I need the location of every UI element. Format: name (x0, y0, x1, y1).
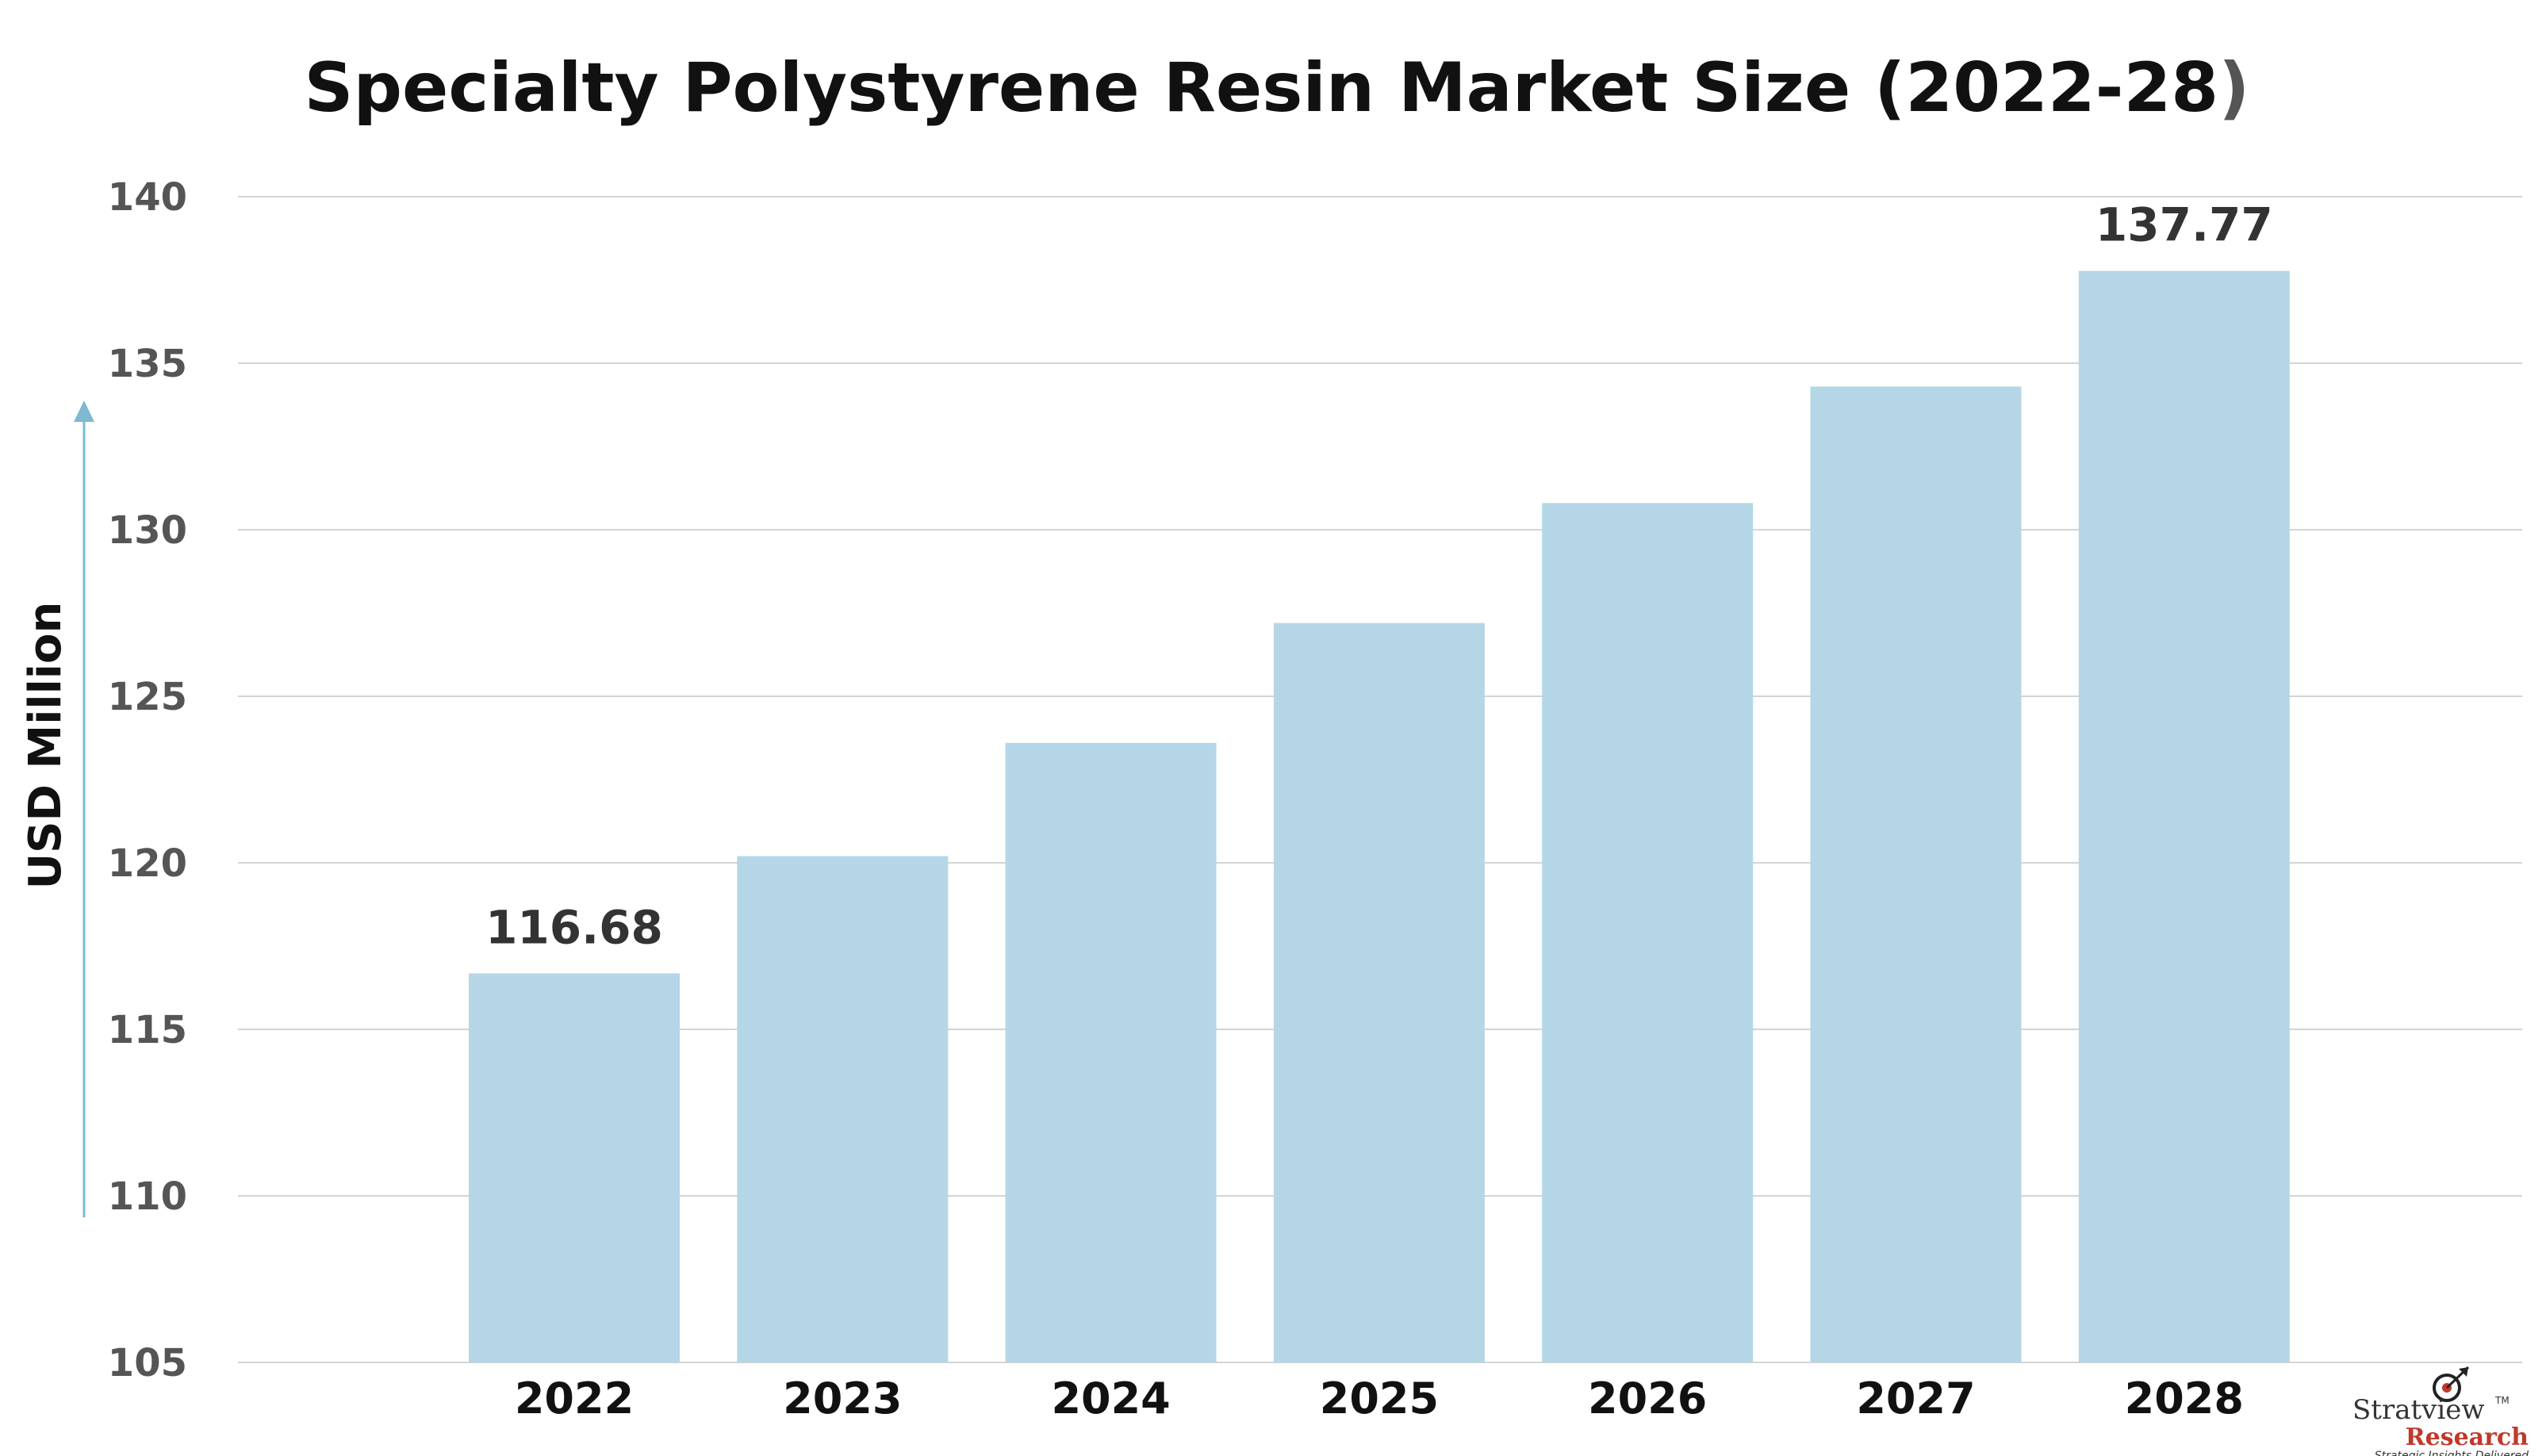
x-tick-label: 2028 (2125, 1374, 2244, 1423)
chart-title-main: Specialty Polystyrene Resin Market Size … (305, 48, 2219, 128)
bar-2028 (2078, 270, 2290, 1362)
logo: Stratview TM Research Strategic Insights… (2352, 1366, 2529, 1456)
bar-2026 (1542, 503, 1754, 1362)
data-label-2028: 137.77 (2095, 198, 2273, 252)
logo-subname: Research (2406, 1423, 2529, 1451)
y-tick-label: 140 (108, 175, 187, 220)
chart-title-close: ) (2218, 48, 2249, 128)
x-tick-label: 2023 (783, 1374, 902, 1423)
x-tick-label: 2022 (515, 1374, 634, 1423)
chart-title: Specialty Polystyrene Resin Market Size … (305, 48, 2250, 128)
y-tick-label: 125 (108, 675, 187, 719)
bar-2027 (1810, 386, 2022, 1362)
logo-name: Stratview (2352, 1394, 2484, 1426)
target-icon (2433, 1366, 2470, 1402)
bar-2025 (1273, 623, 1485, 1362)
bar-2022 (469, 973, 680, 1362)
x-tick-label: 2024 (1051, 1374, 1170, 1423)
y-axis-arrow (74, 400, 94, 1217)
bars (469, 270, 2290, 1362)
y-tick-labels: 105 110 115 120 125 130 135 140 (108, 175, 187, 1385)
bar-2023 (737, 856, 949, 1362)
y-tick-label: 105 (108, 1341, 187, 1385)
y-tick-label: 110 (108, 1174, 187, 1219)
y-tick-label: 115 (108, 1008, 187, 1052)
x-tick-label: 2027 (1856, 1374, 1975, 1423)
logo-tagline: Strategic Insights Delivered (2375, 1450, 2529, 1456)
x-tick-label: 2025 (1320, 1374, 1439, 1423)
y-tick-label: 130 (108, 508, 187, 553)
data-labels: 116.68 137.77 (485, 198, 2273, 955)
logo-trademark: TM (2494, 1395, 2510, 1406)
y-tick-label: 120 (108, 841, 187, 886)
x-tick-labels: 2022 2023 2024 2025 2026 2027 2028 (515, 1374, 2244, 1423)
y-tick-label: 135 (108, 342, 187, 386)
data-label-2022: 116.68 (485, 900, 663, 954)
bar-2024 (1005, 742, 1217, 1362)
x-tick-label: 2026 (1588, 1374, 1707, 1423)
y-axis-label: USD Million (20, 602, 71, 890)
